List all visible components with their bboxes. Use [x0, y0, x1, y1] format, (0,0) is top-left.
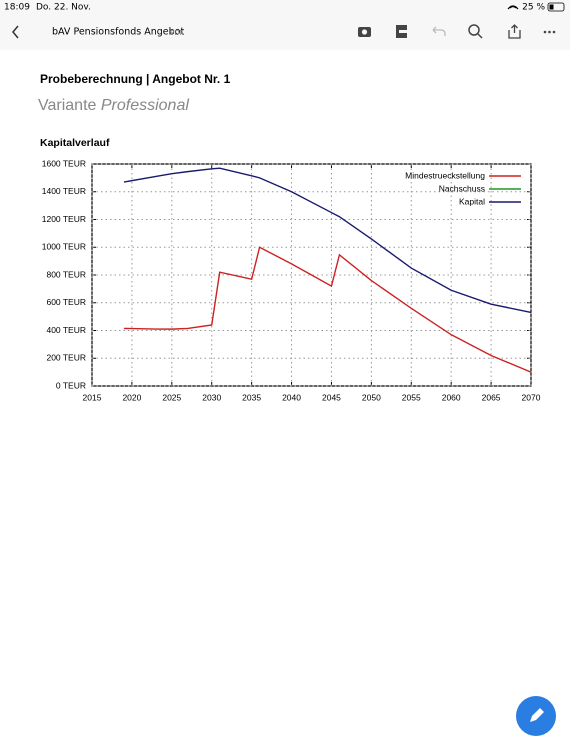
search-button[interactable] [468, 24, 483, 39]
doc-title: bAV Pensionsfonds Angebot [52, 27, 184, 38]
series-line [123, 167, 532, 314]
subheading-text: Variante [38, 97, 101, 114]
subheading: Variante Professional [38, 97, 189, 114]
subheading-emphasis: Professional [101, 97, 189, 114]
y-tick-label: 1200 TEUR [42, 214, 86, 224]
wifi-icon [507, 5, 519, 10]
x-tick-label: 2045 [322, 392, 341, 402]
share-button[interactable] [508, 24, 521, 39]
x-tick-label: 2035 [242, 392, 261, 402]
x-tick-label: 2055 [402, 392, 421, 402]
y-tick-label: 400 TEUR [46, 325, 86, 335]
x-tick-label: 2060 [442, 392, 461, 402]
y-tick-label: 0 TEUR [56, 380, 86, 390]
battery-icon [547, 2, 565, 12]
edit-icon [530, 708, 544, 722]
y-tick-label: 1000 TEUR [42, 242, 86, 252]
status-date: Do. 22. Nov. [36, 3, 91, 13]
legend-label: Mindestrueckstellung [405, 170, 485, 180]
y-tick-label: 200 TEUR [46, 353, 86, 363]
x-tick-label: 2015 [83, 392, 102, 402]
x-tick-label: 2030 [202, 392, 221, 402]
battery-level [549, 4, 554, 10]
status-battery: 25 % [522, 3, 545, 13]
doc-badge: PDF [170, 29, 184, 37]
series-line [123, 246, 532, 373]
y-tick-label: 800 TEUR [46, 269, 86, 279]
y-tick-label: 600 TEUR [46, 297, 86, 307]
legend-label: Kapital [459, 196, 485, 206]
status-time: 18:09 [4, 3, 30, 13]
more-button[interactable] [543, 30, 556, 34]
back-button[interactable] [12, 25, 19, 39]
scan-button[interactable] [396, 25, 407, 38]
x-tick-label: 2050 [362, 392, 381, 402]
undo-button[interactable] [432, 26, 446, 36]
x-tick-label: 2065 [482, 392, 501, 402]
y-tick-label: 1400 TEUR [42, 186, 86, 196]
section-title: Kapitalverlauf [40, 137, 110, 149]
legend-label: Nachschuss [439, 183, 485, 193]
x-tick-label: 2040 [282, 392, 301, 402]
y-tick-label: 1600 TEUR [42, 158, 86, 168]
camera-button[interactable] [358, 27, 371, 37]
x-tick-label: 2070 [522, 392, 541, 402]
chart: 0 TEUR 200 TEUR 400 TEUR 600 TEUR 800 TEUR 10… [42, 158, 541, 402]
x-tick-label: 2025 [162, 392, 181, 402]
heading: Probeberechnung | Angebot Nr. 1 [40, 72, 231, 86]
x-tick-label: 2020 [122, 392, 141, 402]
